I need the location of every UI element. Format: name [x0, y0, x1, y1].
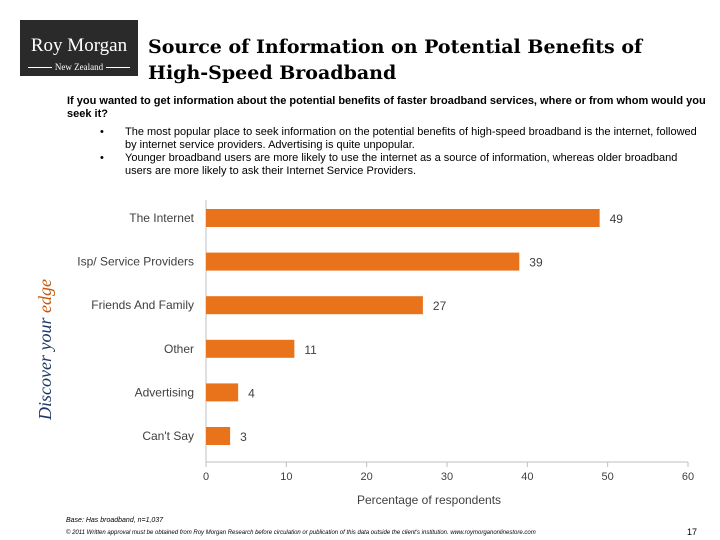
- category-label: Isp/ Service Providers: [77, 255, 194, 269]
- category-label: Other: [164, 342, 194, 356]
- data-label: 27: [433, 299, 447, 313]
- data-label: 3: [240, 430, 247, 444]
- x-tick-label: 30: [441, 471, 453, 483]
- bullet-list: • The most popular place to seek informat…: [100, 126, 705, 178]
- x-tick-label: 60: [682, 471, 694, 483]
- data-label: 39: [529, 256, 543, 270]
- x-tick-label: 0: [203, 471, 209, 483]
- footer-base: Base: Has broadband, n=1,037: [66, 517, 164, 524]
- x-tick-label: 40: [521, 471, 533, 483]
- x-tick-label: 10: [280, 471, 292, 483]
- bullet-text: The most popular place to seek informati…: [125, 126, 697, 151]
- roy-morgan-logo: Roy Morgan New Zealand: [20, 20, 138, 76]
- bar: [206, 296, 423, 315]
- x-tick-label: 50: [602, 471, 614, 483]
- bar: [206, 252, 520, 271]
- logo-line-left: [28, 67, 52, 68]
- bullet-dot-icon: •: [100, 152, 104, 164]
- footer-copyright: © 2011 Written approval must be obtained…: [66, 530, 536, 536]
- bullet-item: • The most popular place to seek informat…: [100, 126, 705, 152]
- data-label: 11: [304, 343, 317, 357]
- bullet-dot-icon: •: [100, 126, 104, 138]
- x-tick-label: 20: [361, 471, 373, 483]
- bullet-item: • Younger broadband users are more likely…: [100, 152, 705, 178]
- logo-line-right: [106, 67, 130, 68]
- logo-region: New Zealand: [54, 62, 104, 72]
- bar: [206, 209, 600, 227]
- category-label: Advertising: [135, 385, 194, 399]
- bar: [206, 339, 295, 358]
- page-number: 17: [687, 527, 698, 537]
- bar: [206, 427, 231, 445]
- category-label: Can't Say: [142, 429, 194, 443]
- logo-name: Roy Morgan: [30, 35, 128, 56]
- data-label: 49: [610, 212, 624, 226]
- bar: [206, 383, 239, 402]
- page-title: Source of Information on Potential Benef…: [148, 36, 643, 84]
- sidebar: [0, 0, 55, 540]
- bullet-text: Younger broadband users are more likely …: [125, 152, 678, 177]
- category-label: Friends And Family: [91, 298, 194, 312]
- data-label: 4: [248, 386, 255, 400]
- x-axis-label: Percentage of respondents: [357, 493, 501, 507]
- category-label: The Internet: [129, 211, 194, 225]
- survey-question: If you wanted to get information about t…: [67, 95, 706, 120]
